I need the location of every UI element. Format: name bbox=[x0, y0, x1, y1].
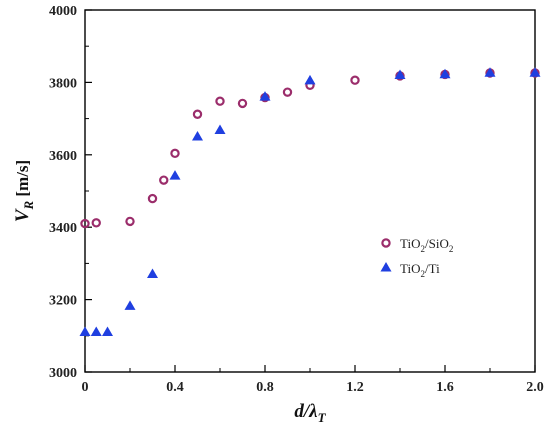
data-point-tio2-sio2 bbox=[91, 218, 101, 228]
y-tick-label: 4000 bbox=[49, 4, 77, 19]
x-tick-label: 2.0 bbox=[526, 380, 544, 395]
data-point-tio2-ti bbox=[439, 68, 451, 79]
data-point-tio2-ti bbox=[214, 124, 226, 134]
data-point-tio2-ti bbox=[102, 326, 113, 336]
x-tick-label: 1.6 bbox=[436, 380, 454, 395]
data-point-tio2-ti bbox=[147, 268, 158, 279]
y-tick-label: 3200 bbox=[49, 294, 77, 309]
data-point-tio2-ti bbox=[169, 170, 181, 180]
data-point-tio2-sio2 bbox=[80, 218, 90, 229]
y-axis-sub: R bbox=[21, 201, 36, 211]
data-point-tio2-ti bbox=[192, 131, 203, 141]
data-point-tio2-sio2 bbox=[170, 148, 180, 159]
x-tick-label: 1.2 bbox=[346, 380, 364, 395]
legend-item-tio2-ti: TiO2/Ti bbox=[380, 261, 440, 279]
plot-frame bbox=[84, 9, 536, 373]
y-tick-label: 3600 bbox=[49, 149, 77, 164]
data-point-tio2-ti bbox=[304, 74, 316, 85]
legend-item-tio2-sio2: TiO2/SiO2 bbox=[381, 236, 453, 254]
data-point-tio2-sio2 bbox=[282, 87, 293, 97]
data-point-tio2-sio2 bbox=[350, 75, 360, 85]
x-axis-title: d/λT bbox=[294, 401, 326, 425]
data-point-tio2-sio2 bbox=[192, 109, 203, 119]
legend-marker-open-circle bbox=[381, 238, 391, 248]
legend-marker-filled-triangle bbox=[380, 262, 392, 272]
data-point-tio2-ti bbox=[124, 300, 136, 310]
y-tick-label: 3800 bbox=[49, 76, 77, 91]
ticks bbox=[84, 9, 536, 373]
y-axis-unit: [m/s] bbox=[13, 160, 32, 201]
tick-labels: 0 0.4 0.8 1.2 1.6 2.0 3000 3200 3400 3600 3800 4000 bbox=[49, 4, 544, 395]
data-point-tio2-ti bbox=[259, 91, 271, 101]
legend-label-tio2-ti: TiO2/Ti bbox=[400, 261, 440, 279]
y-axis-title: VR [m/s] bbox=[12, 160, 36, 222]
data-points bbox=[79, 67, 541, 336]
data-point-tio2-sio2 bbox=[147, 193, 158, 204]
data-point-tio2-sio2 bbox=[237, 98, 248, 109]
y-tick-label: 3400 bbox=[49, 221, 77, 236]
data-point-tio2-sio2 bbox=[125, 216, 135, 227]
data-point-tio2-ti bbox=[79, 326, 91, 336]
x-tick-label: 0 bbox=[82, 380, 89, 395]
data-point-tio2-ti bbox=[529, 67, 541, 77]
data-point-tio2-ti bbox=[484, 67, 496, 77]
data-point-tio2-ti bbox=[90, 326, 102, 336]
data-point-tio2-sio2 bbox=[215, 96, 225, 106]
x-tick-label: 0.4 bbox=[166, 380, 184, 395]
data-point-tio2-ti bbox=[394, 69, 406, 79]
y-axis-main: V bbox=[12, 208, 33, 222]
x-axis-sub: T bbox=[318, 410, 327, 425]
legend: TiO2/SiO2 TiO2/Ti bbox=[380, 236, 453, 279]
x-tick-label: 0.8 bbox=[256, 380, 274, 395]
legend-label-tio2-sio2: TiO2/SiO2 bbox=[400, 236, 453, 254]
x-axis-main: d/λ bbox=[294, 401, 317, 422]
data-point-tio2-sio2 bbox=[159, 175, 169, 185]
y-tick-label: 3000 bbox=[49, 366, 77, 381]
